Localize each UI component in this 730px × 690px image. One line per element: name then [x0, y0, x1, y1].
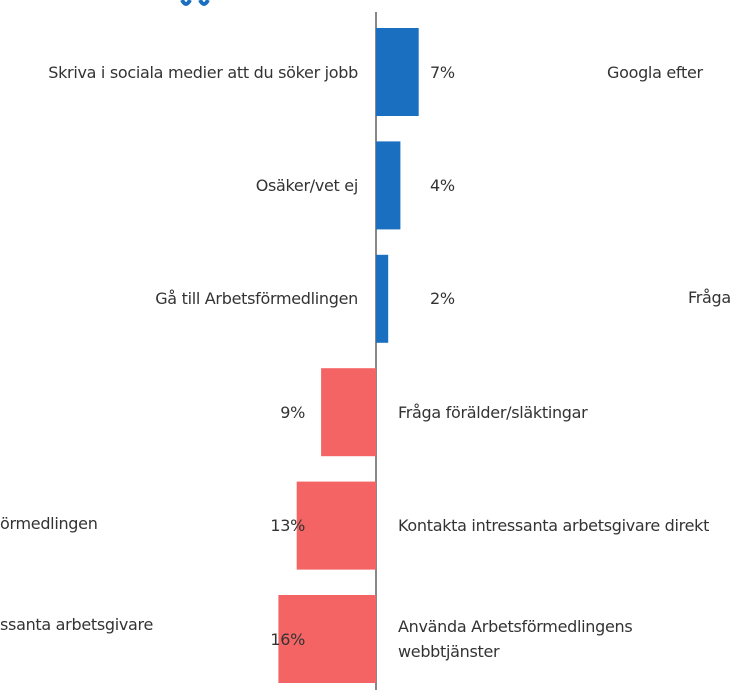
- value-label: 13%: [270, 516, 305, 536]
- cropped-label: Fråga v: [688, 288, 730, 307]
- bar: [376, 254, 389, 343]
- value-label: 9%: [280, 402, 305, 422]
- category-label: Gå till Arbetsförmedlingen: [155, 289, 358, 309]
- bar: [376, 141, 401, 230]
- cropped-label: örmedlingen: [0, 514, 98, 533]
- cropped-title-fragment: [180, 0, 210, 6]
- value-label: 2%: [430, 289, 455, 309]
- category-label: Fråga förälder/släktingar: [398, 402, 588, 422]
- cropped-label: Googla efter: [607, 63, 703, 82]
- value-label: 7%: [430, 62, 455, 82]
- category-label: Kontakta intressanta arbetsgivare direkt: [398, 516, 710, 536]
- bar: [376, 28, 419, 116]
- category-label: Osäker/vet ej: [255, 175, 359, 195]
- bar: [321, 368, 376, 457]
- category-label: Använda Arbetsförmedlingens webbtjänster: [398, 617, 633, 661]
- category-label: Skriva i sociala medier att du söker job…: [48, 62, 358, 82]
- bar: [296, 481, 376, 570]
- value-label: 16%: [270, 629, 305, 649]
- bar: [278, 595, 376, 683]
- value-label: 4%: [430, 175, 455, 195]
- cropped-label: ssanta arbetsgivare: [0, 615, 154, 634]
